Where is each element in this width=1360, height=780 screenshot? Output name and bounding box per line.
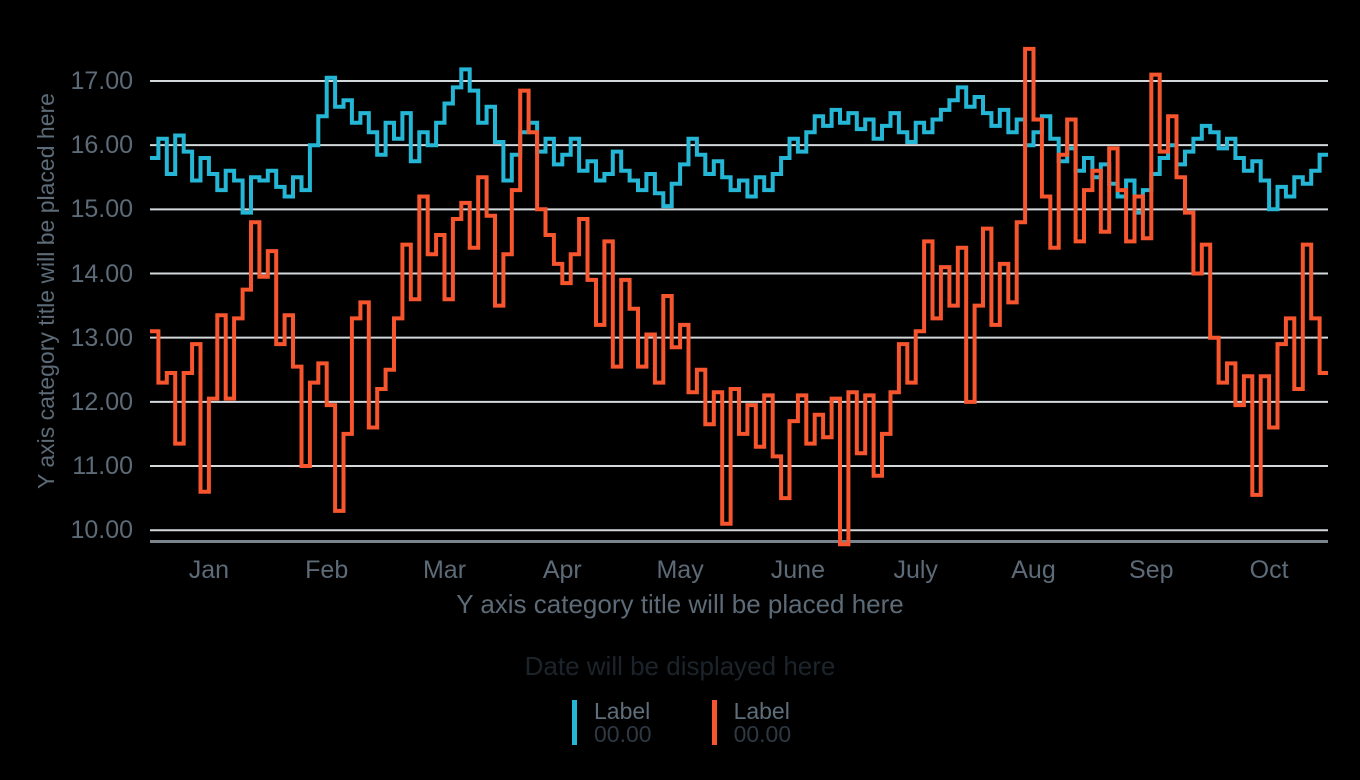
x-tick-label-Jan: Jan <box>188 556 230 584</box>
legend-value-series1: 00.00 <box>594 721 652 747</box>
y-axis-title: Y axis category title will be placed her… <box>33 93 59 489</box>
y-tick-label-15.00: 15.00 <box>70 195 133 224</box>
legend-label-series2: Label <box>733 698 790 724</box>
x-tick-label-Feb: Feb <box>305 556 349 584</box>
legend-swatch-series2 <box>711 700 717 745</box>
date-footnote: Date will be displayed here <box>524 651 836 681</box>
y-tick-label-12.00: 12.00 <box>70 387 133 416</box>
x-axis-title: Y axis category title will be placed her… <box>456 589 904 619</box>
legend-swatch-series1 <box>572 700 577 745</box>
series-1-step-line[interactable] <box>150 67 1328 215</box>
x-tick-label-July: July <box>893 556 938 584</box>
y-tick-label-10.00: 10.00 <box>70 516 133 545</box>
y-tick-label-11.00: 11.00 <box>72 452 133 481</box>
series-2-step-line[interactable] <box>150 46 1328 547</box>
legend-item-series1[interactable]: Label 00.00 <box>572 698 652 747</box>
legend-label-series1: Label <box>594 698 651 724</box>
y-tick-label-13.00: 13.00 <box>70 323 133 352</box>
x-tick-label-June: June <box>770 556 825 584</box>
x-tick-label-May: May <box>656 556 704 584</box>
legend-item-series2[interactable]: Label 00.00 <box>711 698 792 747</box>
y-tick-label-16.00: 16.00 <box>70 131 133 160</box>
x-tick-label-Mar: Mar <box>422 556 467 584</box>
x-tick-label-Sep: Sep <box>1129 556 1174 584</box>
y-tick-label-14.00: 14.00 <box>70 259 133 288</box>
y-tick-label-17.00: 17.00 <box>70 67 133 95</box>
legend-value-series2: 00.00 <box>733 721 792 747</box>
x-tick-label-Apr: Apr <box>542 556 582 584</box>
x-tick-label-Oct: Oct <box>1249 556 1289 584</box>
chart-legend: Label 00.00 Label 00.00 <box>572 698 792 747</box>
x-tick-label-Aug: Aug <box>1011 556 1056 584</box>
